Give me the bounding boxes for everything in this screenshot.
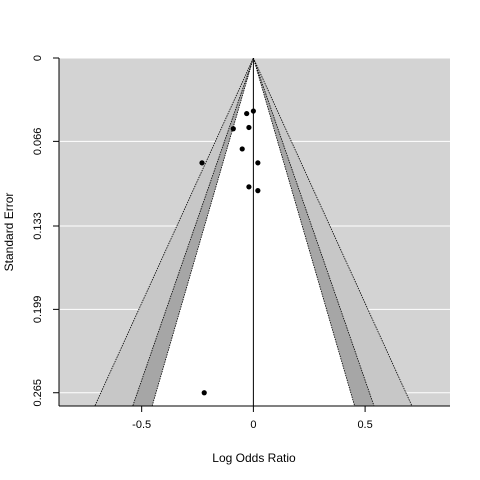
- x-tick-label-2: 0.5: [357, 419, 372, 431]
- data-point-1: [244, 110, 250, 117]
- data-point-8: [255, 188, 261, 194]
- x-tick-label-0: -0.5: [132, 419, 151, 431]
- data-point-3: [230, 126, 236, 132]
- data-point-9: [201, 390, 207, 396]
- data-point-2: [246, 124, 252, 131]
- y-tick-label-0: 0: [32, 55, 44, 61]
- y-tick-label-1: 0.066: [32, 128, 44, 156]
- y-axis-title: Standard Error: [2, 193, 16, 272]
- y-tick-label-4: 0.265: [32, 379, 44, 407]
- data-point-5: [199, 160, 205, 166]
- x-tick-label-1: 0: [250, 419, 256, 431]
- funnel-contours: [94, 58, 413, 406]
- data-point-4: [239, 146, 245, 152]
- y-tick-label-3: 0.199: [32, 296, 44, 324]
- y-tick-label-2: 0.133: [32, 212, 44, 240]
- data-point-0: [250, 108, 256, 114]
- x-axis-title: Log Odds Ratio: [212, 451, 296, 465]
- data-point-6: [255, 160, 261, 166]
- data-point-7: [246, 184, 252, 190]
